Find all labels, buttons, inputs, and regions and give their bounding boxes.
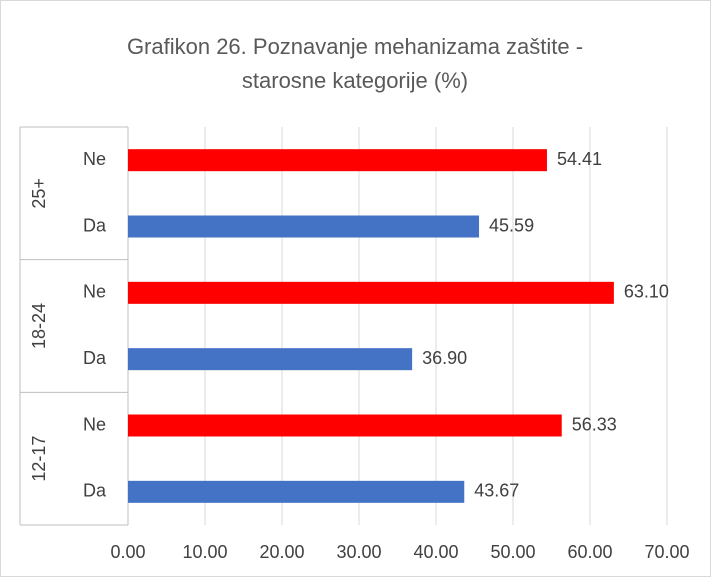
bar — [128, 149, 547, 172]
category-label: Ne — [83, 282, 106, 302]
data-label: 43.67 — [474, 481, 519, 501]
bar — [128, 480, 465, 503]
data-label: 56.33 — [572, 414, 617, 434]
data-label: 45.59 — [489, 215, 534, 235]
group-label: 25+ — [29, 178, 49, 209]
bar — [128, 281, 614, 304]
x-tick-label: 10.00 — [182, 542, 227, 562]
category-label: Da — [83, 481, 107, 501]
bar — [128, 414, 562, 437]
x-tick-label: 50.00 — [490, 542, 535, 562]
x-tick-label: 60.00 — [567, 542, 612, 562]
x-tick-label: 0.00 — [110, 542, 145, 562]
category-label: Ne — [83, 149, 106, 169]
data-label: 36.90 — [422, 348, 467, 368]
category-label: Da — [83, 348, 107, 368]
group-label: 12-17 — [29, 436, 49, 482]
data-label: 63.10 — [624, 282, 669, 302]
category-label: Da — [83, 215, 107, 235]
x-tick-label: 40.00 — [413, 542, 458, 562]
chart-title: Grafikon 26. Poznavanje mehanizama zašti… — [126, 34, 584, 93]
bar — [128, 348, 413, 371]
x-tick-label: 20.00 — [259, 542, 304, 562]
bar — [128, 215, 480, 238]
x-tick-label: 30.00 — [336, 542, 381, 562]
category-label: Ne — [83, 414, 106, 434]
group-label: 18-24 — [29, 303, 49, 349]
x-tick-label: 70.00 — [644, 542, 689, 562]
data-label: 54.41 — [557, 149, 602, 169]
